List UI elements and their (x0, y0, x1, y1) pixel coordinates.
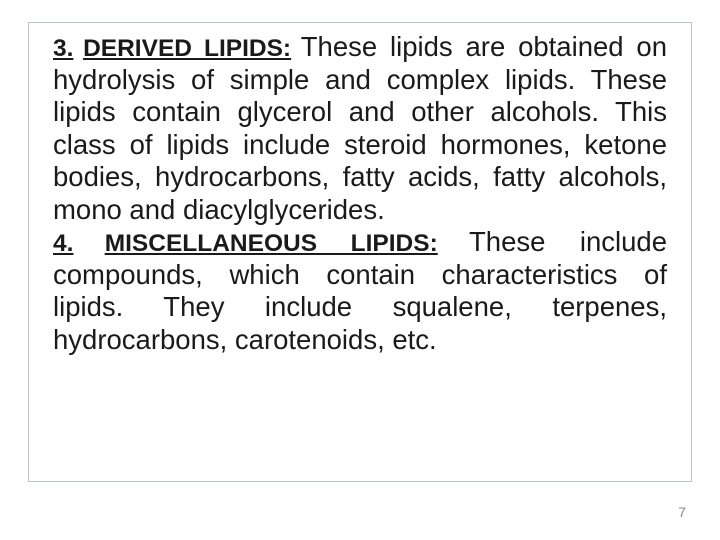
slide: 3. DERIVED LIPIDS: These lipids are obta… (0, 0, 720, 540)
page-number: 7 (678, 504, 686, 520)
item-title: DERIVED LIPIDS: (83, 35, 291, 62)
content-box: 3. DERIVED LIPIDS: These lipids are obta… (28, 22, 692, 482)
list-item: 3. DERIVED LIPIDS: These lipids are obta… (53, 31, 667, 226)
list-item: 4. MISCELLANEOUS LIPIDS: These include c… (53, 226, 667, 356)
item-number: 3. (53, 35, 73, 62)
item-number: 4. (53, 230, 73, 257)
item-title: MISCELLANEOUS LIPIDS: (105, 230, 438, 257)
